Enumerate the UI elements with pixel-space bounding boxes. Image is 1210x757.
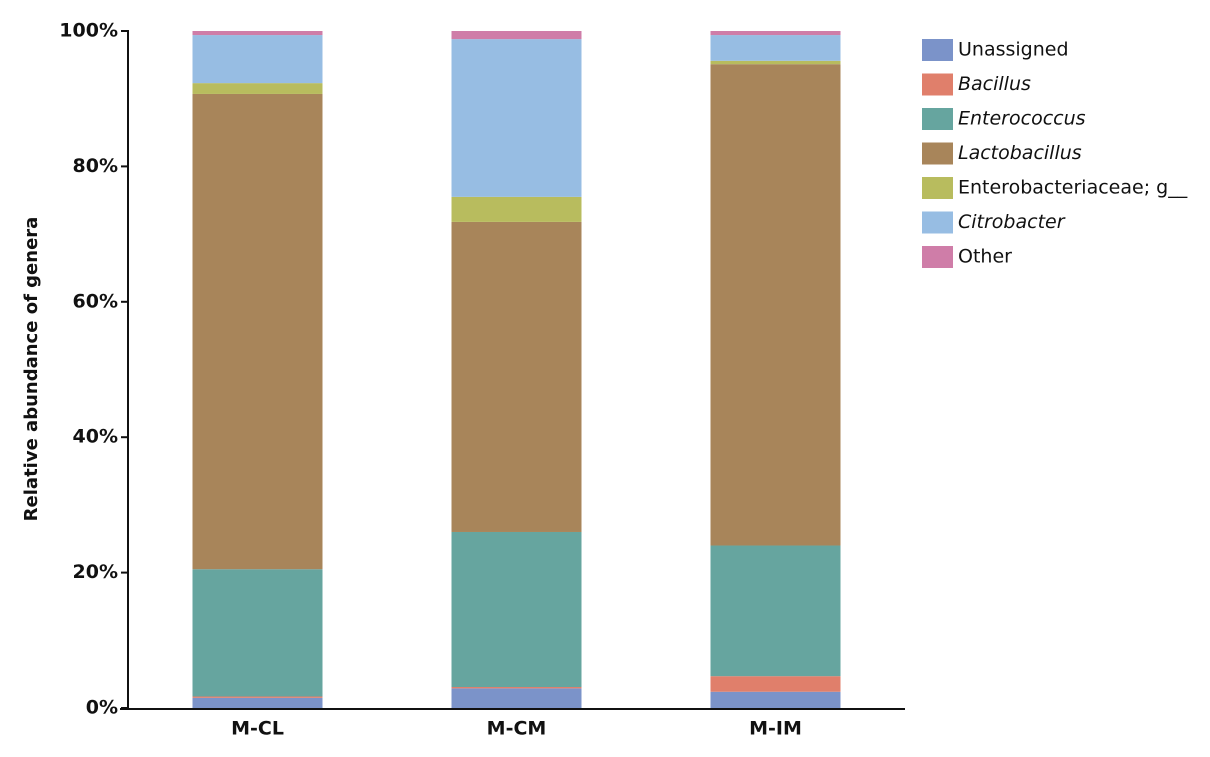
legend-swatch (922, 246, 953, 268)
legend-label: Lactobacillus (958, 142, 1082, 164)
y-tick-label: 80% (73, 155, 118, 177)
legend-label: Citrobacter (958, 211, 1066, 233)
bar-segment (192, 31, 323, 36)
bar-segment (451, 196, 582, 222)
legend-swatch (922, 211, 953, 234)
bar-segment (710, 691, 841, 708)
bar-segment (192, 697, 323, 708)
bar-segment (710, 31, 841, 36)
y-tick-label: 20% (73, 561, 118, 583)
legend-swatch (922, 177, 953, 199)
x-tick-label: M-IM (749, 718, 802, 740)
y-tick-label: 100% (59, 20, 118, 42)
y-tick-label: 40% (73, 426, 118, 448)
legend-label: Unassigned (958, 39, 1069, 61)
bar-segment (192, 83, 323, 94)
legend-label: Enterobacteriaceae; g__ (958, 177, 1188, 199)
y-tick-label: 60% (73, 290, 118, 312)
bar-segment (451, 687, 582, 689)
legend-swatch (922, 108, 953, 130)
bar-segment (451, 688, 582, 708)
legend-label: Bacillus (958, 73, 1031, 95)
bar-segment (710, 64, 841, 546)
bar-segment (451, 39, 582, 197)
bar-segment (192, 696, 323, 698)
legend-swatch (922, 73, 953, 96)
bar-segment (710, 35, 841, 61)
bar-segment (710, 60, 841, 65)
y-tick-label: 0% (86, 697, 118, 719)
legend-swatch (922, 142, 953, 165)
bar-segment (192, 93, 323, 570)
bar-segment (451, 31, 582, 40)
bar-segment (710, 545, 841, 677)
x-tick-label: M-CL (231, 718, 284, 740)
bar-segment (710, 676, 841, 692)
legend-label: Enterococcus (958, 108, 1086, 130)
x-tick-label: M-CM (487, 718, 547, 740)
bar-segment (451, 531, 582, 688)
legend-label: Other (958, 246, 1012, 268)
legend-swatch (922, 39, 953, 61)
y-axis-title: Relative abundance of genera (21, 217, 42, 522)
bar-segment (451, 221, 582, 532)
bar-segment (192, 35, 323, 84)
bar-segment (192, 569, 323, 697)
